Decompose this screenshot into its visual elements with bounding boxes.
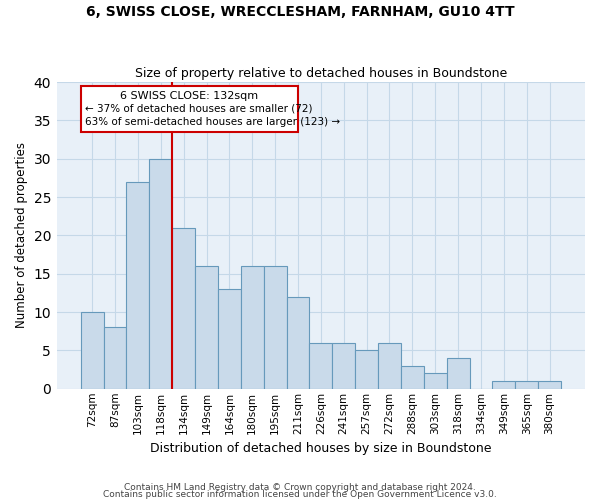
FancyBboxPatch shape xyxy=(81,86,298,132)
Bar xyxy=(149,158,172,389)
Bar xyxy=(538,381,561,389)
Bar xyxy=(310,343,332,389)
Bar xyxy=(81,312,104,389)
Text: Contains HM Land Registry data © Crown copyright and database right 2024.: Contains HM Land Registry data © Crown c… xyxy=(124,484,476,492)
Bar xyxy=(401,366,424,389)
Text: 63% of semi-detached houses are larger (123) →: 63% of semi-detached houses are larger (… xyxy=(85,118,340,128)
Text: 6, SWISS CLOSE, WRECCLESHAM, FARNHAM, GU10 4TT: 6, SWISS CLOSE, WRECCLESHAM, FARNHAM, GU… xyxy=(86,5,514,19)
Bar xyxy=(195,266,218,389)
Bar xyxy=(355,350,378,389)
Bar xyxy=(172,228,195,389)
Title: Size of property relative to detached houses in Boundstone: Size of property relative to detached ho… xyxy=(135,66,507,80)
Bar xyxy=(424,374,446,389)
Text: Contains public sector information licensed under the Open Government Licence v3: Contains public sector information licen… xyxy=(103,490,497,499)
Text: ← 37% of detached houses are smaller (72): ← 37% of detached houses are smaller (72… xyxy=(85,104,313,114)
Bar xyxy=(104,328,127,389)
Bar xyxy=(263,266,287,389)
Bar xyxy=(127,182,149,389)
Bar xyxy=(332,343,355,389)
Bar xyxy=(218,289,241,389)
Bar xyxy=(446,358,470,389)
Bar xyxy=(287,297,310,389)
Bar xyxy=(515,381,538,389)
Bar xyxy=(241,266,263,389)
X-axis label: Distribution of detached houses by size in Boundstone: Distribution of detached houses by size … xyxy=(150,442,491,455)
Text: 6 SWISS CLOSE: 132sqm: 6 SWISS CLOSE: 132sqm xyxy=(121,92,259,102)
Bar xyxy=(378,343,401,389)
Bar xyxy=(493,381,515,389)
Y-axis label: Number of detached properties: Number of detached properties xyxy=(15,142,28,328)
